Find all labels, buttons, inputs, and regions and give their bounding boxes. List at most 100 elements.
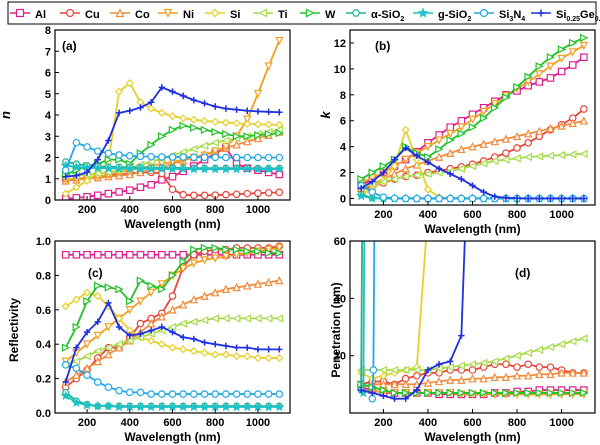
data-point — [93, 281, 103, 290]
data-point — [557, 121, 566, 130]
y-tick-label: 1 — [45, 174, 51, 186]
data-point — [147, 250, 155, 259]
data-point — [179, 264, 188, 274]
data-point — [200, 116, 209, 125]
data-point — [253, 120, 263, 129]
data-point — [190, 245, 199, 254]
data-point — [512, 131, 522, 141]
y-tick-label: 8 — [45, 25, 51, 37]
panel-label: (d) — [515, 266, 530, 280]
data-point — [469, 182, 476, 189]
data-point — [178, 163, 189, 174]
data-point — [545, 342, 555, 352]
data-point — [479, 159, 488, 168]
data-point — [263, 163, 274, 174]
data-point — [199, 401, 210, 412]
legend-marker — [15, 8, 25, 18]
data-point — [210, 138, 220, 147]
data-point — [190, 191, 198, 200]
legend-marker — [210, 8, 220, 18]
legend-subscript: 2 — [400, 16, 404, 23]
data-point — [125, 388, 134, 397]
legend-marker — [115, 8, 125, 18]
data-point — [502, 93, 511, 102]
data-point — [168, 185, 177, 194]
data-point — [468, 115, 477, 124]
data-point — [83, 297, 92, 306]
data-point — [534, 345, 544, 355]
data-point — [200, 256, 209, 265]
data-point — [232, 140, 241, 149]
series-line — [362, 241, 366, 393]
data-point — [435, 165, 443, 172]
data-point — [423, 378, 433, 387]
data-point — [222, 153, 230, 162]
data-point — [458, 332, 465, 339]
data-point — [275, 128, 284, 138]
data-point — [179, 390, 187, 398]
data-point — [146, 163, 157, 174]
data-point — [72, 138, 81, 147]
data-point — [200, 348, 209, 357]
data-point — [146, 288, 156, 298]
data-point — [568, 48, 577, 57]
data-point — [221, 118, 230, 127]
data-point — [158, 323, 166, 331]
data-point — [379, 371, 388, 380]
data-point — [82, 340, 92, 349]
data-point — [189, 115, 198, 124]
data-point — [168, 250, 177, 259]
x-tick-label: 200 — [374, 417, 392, 429]
data-point — [243, 247, 252, 256]
data-point — [62, 173, 69, 180]
legend-label-part: N — [513, 9, 521, 21]
data-point — [178, 401, 189, 412]
data-point — [200, 125, 210, 135]
data-point — [168, 112, 177, 121]
data-point — [232, 190, 241, 199]
data-point — [233, 106, 240, 113]
data-point — [60, 390, 71, 401]
data-point — [501, 155, 510, 164]
data-point — [221, 314, 230, 323]
data-point — [179, 190, 187, 199]
data-point — [211, 127, 220, 137]
data-point — [457, 123, 466, 132]
x-tick-label: 800 — [206, 417, 224, 429]
data-point — [114, 401, 125, 412]
data-point — [557, 150, 566, 160]
data-point — [275, 36, 284, 46]
data-point — [147, 390, 155, 398]
series-group — [356, 33, 589, 203]
x-axis-label: Wavelength (nm) — [124, 430, 220, 444]
y-tick-label: 0.8 — [36, 270, 51, 282]
data-point — [357, 174, 366, 184]
data-point — [379, 193, 388, 202]
y-tick-label: 0 — [45, 195, 51, 207]
data-point — [264, 245, 273, 255]
data-point — [232, 282, 241, 292]
data-point — [115, 87, 124, 96]
data-point — [557, 67, 566, 76]
data-point — [62, 378, 69, 386]
data-point — [412, 365, 421, 375]
x-tick-label: 200 — [374, 209, 392, 221]
data-point — [545, 151, 555, 160]
data-point — [479, 194, 488, 203]
data-point — [568, 118, 577, 128]
x-tick-label: 600 — [463, 417, 481, 429]
data-point — [369, 178, 376, 185]
data-point — [125, 79, 134, 88]
data-point — [276, 109, 283, 116]
data-point — [231, 401, 242, 412]
data-point — [568, 150, 577, 159]
data-point — [147, 336, 156, 345]
data-point — [211, 117, 220, 126]
data-point — [232, 245, 242, 254]
data-point — [232, 153, 241, 162]
data-point — [264, 129, 274, 139]
data-point — [379, 379, 388, 389]
legend-subscript: 4 — [521, 16, 525, 23]
data-point — [125, 297, 135, 306]
data-point — [211, 390, 220, 398]
